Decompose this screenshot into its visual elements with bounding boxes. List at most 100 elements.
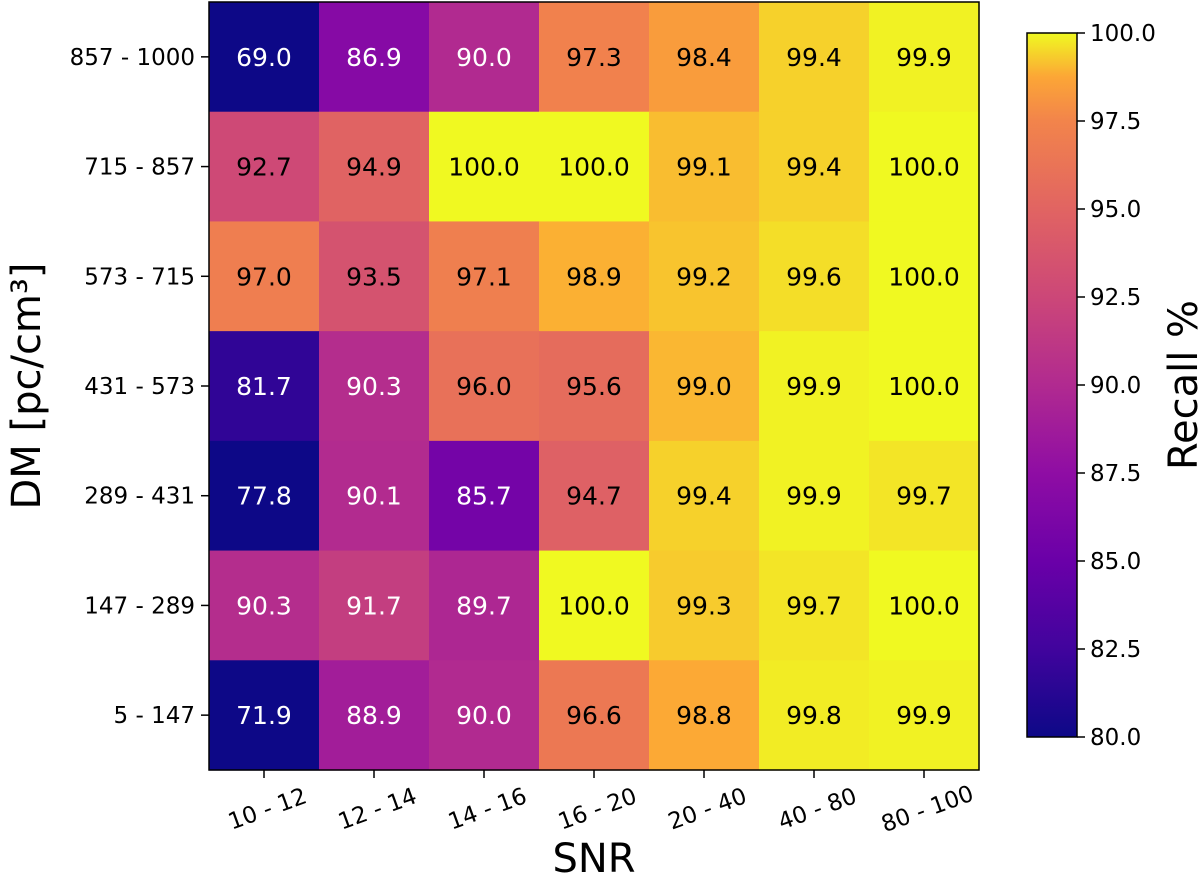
colorbar-tick-label: 85.0 [1090, 549, 1141, 575]
x-axis-label: SNR [552, 836, 635, 882]
cell-value-label: 98.4 [676, 43, 732, 72]
cell-value-label: 99.1 [676, 153, 732, 182]
cell-value-label: 100.0 [558, 153, 630, 182]
y-tick-label: 857 - 1000 [70, 45, 195, 71]
heatmap-cell [209, 111, 320, 223]
cell-value-label: 99.9 [896, 43, 952, 72]
colorbar-tick-label: 100.0 [1090, 21, 1156, 47]
x-tick-label: 14 - 16 [445, 783, 530, 835]
heatmap-cell [759, 660, 870, 771]
cell-value-label: 95.6 [566, 372, 622, 401]
cell-value-label: 92.7 [236, 153, 292, 182]
cell-value-label: 97.0 [236, 262, 292, 291]
cell-value-label: 90.1 [346, 482, 402, 511]
heatmap-cell [759, 111, 870, 223]
heatmap-cell [649, 440, 760, 552]
heatmap-cell [429, 2, 540, 113]
colorbar-tick-label: 90.0 [1090, 373, 1141, 399]
cell-value-label: 99.9 [786, 372, 842, 401]
colorbar-tick-label: 97.5 [1090, 109, 1141, 135]
heatmap-cell [429, 550, 540, 661]
cell-value-label: 86.9 [346, 43, 402, 72]
heatmap-cell [539, 660, 650, 771]
cell-value-label: 99.7 [896, 482, 952, 511]
x-tick-label: 80 - 100 [878, 781, 977, 838]
y-tick-label: 5 - 147 [114, 703, 195, 729]
heatmap-cell [649, 2, 760, 113]
heatmap-cell [319, 660, 430, 771]
heatmap-cell [429, 221, 540, 332]
x-tick-label: 12 - 14 [335, 783, 420, 835]
cell-value-label: 97.3 [566, 43, 622, 72]
y-axis-ticks: 857 - 1000 715 - 857 573 - 715 431 - 573 289… [70, 45, 209, 729]
colorbar-label-group: Recall % [1161, 300, 1200, 470]
cell-value-label: 99.6 [786, 262, 842, 291]
heatmap-cells [209, 2, 980, 771]
heatmap-cell [869, 440, 980, 552]
cell-value-label: 77.8 [236, 482, 292, 511]
heatmap-cell [869, 2, 980, 113]
cell-value-label: 99.8 [786, 701, 842, 730]
x-tick-label: 20 - 40 [665, 783, 750, 835]
heatmap-cell [319, 440, 430, 552]
heatmap-cell [539, 440, 650, 552]
heatmap-cell [539, 550, 650, 661]
cell-value-label: 100.0 [888, 262, 960, 291]
cell-value-label: 81.7 [236, 372, 292, 401]
cell-value-label: 90.3 [236, 591, 292, 620]
heatmap-cell [759, 440, 870, 552]
heatmap-cell [209, 660, 320, 771]
cell-value-label: 89.7 [456, 591, 512, 620]
heatmap-cell [319, 111, 430, 223]
cell-value-label: 98.9 [566, 262, 622, 291]
heatmap-cell [649, 111, 760, 223]
cell-value-label: 90.3 [346, 372, 402, 401]
cell-value-label: 100.0 [448, 153, 520, 182]
heatmap-cell [539, 221, 650, 332]
cell-value-label: 100.0 [558, 591, 630, 620]
colorbar-ticks: 80.0 82.5 85.0 87.5 90.0 92.5 95.0 97.5 100.0 [1077, 21, 1156, 751]
heatmap-cell [539, 331, 650, 442]
heatmap-cell [539, 2, 650, 113]
cell-value-label: 100.0 [888, 153, 960, 182]
heatmap-cell [869, 331, 980, 442]
cell-value-label: 97.1 [456, 262, 512, 291]
heatmap-cell [649, 550, 760, 661]
heatmap-cell [429, 331, 540, 442]
cell-value-label: 96.6 [566, 701, 622, 730]
cell-value-label: 99.9 [896, 701, 952, 730]
y-axis-label: DM [pc/cm³] [4, 262, 50, 509]
cell-value-label: 99.9 [786, 482, 842, 511]
cell-value-label: 90.0 [456, 43, 512, 72]
heatmap-cell [319, 2, 430, 113]
cell-value-label: 99.0 [676, 372, 732, 401]
cell-value-label: 71.9 [236, 701, 292, 730]
heatmap-cell [759, 2, 870, 113]
heatmap-value-labels: 69.0 86.9 90.0 97.3 98.4 99.4 99.9 92.7 94.9 100.… [236, 43, 960, 730]
y-tick-label: 289 - 431 [84, 484, 195, 510]
heatmap-cell [429, 111, 540, 223]
cell-value-label: 90.0 [456, 701, 512, 730]
cell-value-label: 99.4 [676, 482, 732, 511]
colorbar-tick-label: 95.0 [1090, 197, 1141, 223]
cell-value-label: 93.5 [346, 262, 402, 291]
heatmap-cell [429, 660, 540, 771]
y-tick-label: 147 - 289 [84, 593, 195, 619]
heatmap-cell [209, 221, 320, 332]
cell-value-label: 99.3 [676, 591, 732, 620]
heatmap-cell [319, 221, 430, 332]
cell-value-label: 98.8 [676, 701, 732, 730]
x-tick-label: 40 - 80 [775, 783, 860, 835]
heatmap-cell [869, 221, 980, 332]
cell-value-label: 100.0 [888, 372, 960, 401]
cell-value-label: 99.4 [786, 153, 842, 182]
heatmap-cell [319, 550, 430, 661]
heatmap-cell [649, 221, 760, 332]
colorbar-tick-label: 80.0 [1090, 725, 1141, 751]
y-axis-label-group: DM [pc/cm³] [4, 262, 50, 509]
x-axis-ticks: 10 - 12 12 - 14 14 - 16 16 - 20 20 - 40 40 - … [225, 770, 977, 838]
heatmap-cell [759, 550, 870, 661]
colorbar-tick-label: 87.5 [1090, 461, 1141, 487]
cell-value-label: 99.2 [676, 262, 732, 291]
cell-value-label: 94.7 [566, 482, 622, 511]
